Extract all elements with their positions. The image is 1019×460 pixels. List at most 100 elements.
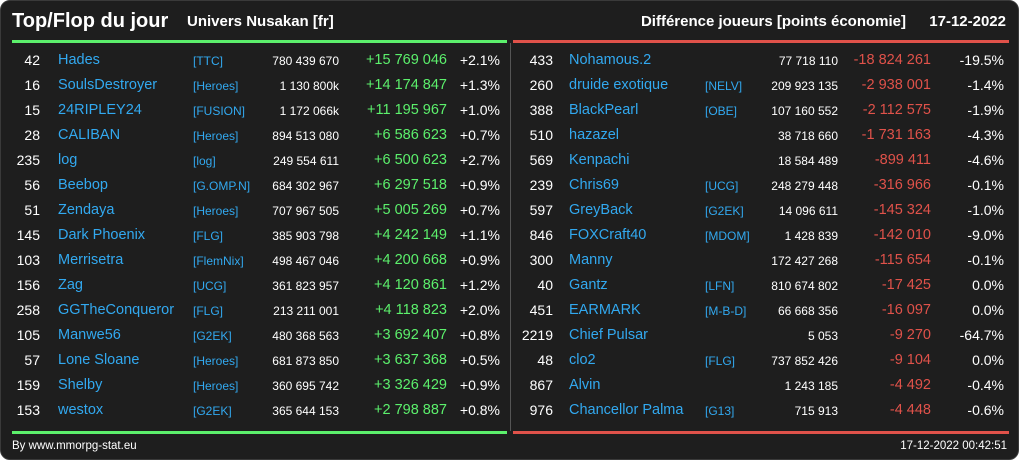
header-date: 17-12-2022 — [929, 13, 1006, 30]
player-percent-change: -19.5% — [959, 52, 1004, 68]
player-points: 66 668 356 — [777, 304, 838, 318]
player-percent-change: +0.7% — [459, 127, 500, 143]
player-name-link[interactable]: log — [58, 152, 78, 168]
player-alliance-link[interactable]: [FUSION] — [193, 104, 246, 118]
player-rank: 300 — [529, 252, 553, 268]
player-row: 42 Hades [TTC] 780 439 670 +15 769 046 +2.1% — [1, 49, 509, 74]
player-name-link[interactable]: Lone Sloane — [58, 352, 140, 368]
player-name-link[interactable]: Merrisetra — [58, 252, 124, 268]
player-row: 48 clo2 [FLG] 737 852 426 -9 104 0.0% — [512, 349, 1018, 374]
player-row: 867 Alvin 1 243 185 -4 492 -0.4% — [512, 374, 1018, 399]
player-name-link[interactable]: FOXCraft40 — [569, 227, 647, 243]
player-name-link[interactable]: 24RIPLEY24 — [58, 102, 142, 118]
player-alliance-link[interactable]: [UCG] — [705, 179, 739, 193]
player-alliance-link[interactable]: [Heroes] — [193, 354, 239, 368]
player-points: 172 427 268 — [771, 254, 838, 268]
player-name-link[interactable]: EARMARK — [569, 302, 641, 318]
player-name-link[interactable]: Zendaya — [58, 202, 115, 218]
player-alliance-link[interactable]: [M-B-D] — [705, 304, 747, 318]
player-percent-change: +0.5% — [459, 352, 500, 368]
player-points: 209 923 135 — [771, 79, 838, 93]
player-alliance-link[interactable]: [Heroes] — [193, 129, 239, 143]
player-points: 385 903 798 — [272, 229, 339, 243]
player-name-link[interactable]: Nohamous.2 — [569, 52, 652, 68]
player-name-link[interactable]: Kenpachi — [569, 152, 630, 168]
player-name-link[interactable]: Zag — [58, 277, 83, 293]
player-point-difference: -145 324 — [873, 202, 931, 218]
flop-players-list: 433 Nohamous.2 77 718 110 -18 824 261 -19.5%… — [512, 49, 1018, 424]
player-rank: 976 — [529, 402, 553, 418]
player-points: 480 368 563 — [272, 329, 339, 343]
player-point-difference: -899 411 — [874, 152, 931, 168]
player-row: 103 Merrisetra [FlemNix] 498 467 046 +4 200 … — [1, 249, 509, 274]
player-alliance-link[interactable]: [FLG] — [193, 229, 224, 243]
player-percent-change: -4.6% — [967, 152, 1004, 168]
player-row: 159 Shelby [Heroes] 360 695 742 +3 326 429 +0… — [1, 374, 509, 399]
player-alliance-link[interactable]: [LFN] — [705, 279, 735, 293]
player-alliance-link[interactable]: [log] — [193, 154, 216, 168]
player-points: 810 674 802 — [771, 279, 838, 293]
player-name-link[interactable]: Chris69 — [569, 177, 619, 193]
player-percent-change: +2.7% — [459, 152, 500, 168]
player-name-link[interactable]: Hades — [58, 52, 100, 68]
player-percent-change: 0.0% — [972, 277, 1004, 293]
player-name-link[interactable]: Alvin — [569, 377, 601, 393]
player-point-difference: -1 731 163 — [861, 127, 931, 143]
player-alliance-link[interactable]: [Heroes] — [193, 79, 239, 93]
player-name-link[interactable]: CALIBAN — [58, 127, 121, 143]
player-alliance-link[interactable]: [G2EK] — [705, 204, 744, 218]
player-alliance-link[interactable]: [OBE] — [705, 104, 738, 118]
player-alliance-link[interactable]: [UCG] — [193, 279, 227, 293]
player-percent-change: -1.0% — [967, 202, 1004, 218]
player-name-link[interactable]: Manwe56 — [58, 327, 121, 343]
player-alliance-link[interactable]: [G13] — [705, 404, 735, 418]
player-name-link[interactable]: Gantz — [569, 277, 608, 293]
player-rank: 235 — [16, 152, 40, 168]
player-name-link[interactable]: GreyBack — [569, 202, 633, 218]
player-points: 1 130 800k — [279, 79, 339, 93]
player-alliance-link[interactable]: [FLG] — [193, 304, 224, 318]
player-rank: 510 — [529, 127, 553, 143]
player-name-link[interactable]: druide exotique — [569, 77, 669, 93]
player-alliance-link[interactable]: [Heroes] — [193, 379, 239, 393]
player-name-link[interactable]: Manny — [569, 252, 613, 268]
player-name-link[interactable]: hazazel — [569, 127, 619, 143]
player-points: 77 718 110 — [778, 54, 838, 68]
player-points: 14 096 611 — [778, 204, 838, 218]
player-alliance-link[interactable]: [G2EK] — [193, 329, 232, 343]
player-row: 300 Manny 172 427 268 -115 654 -0.1% — [512, 249, 1018, 274]
player-name-link[interactable]: SoulsDestroyer — [58, 77, 158, 93]
player-name-link[interactable]: Dark Phoenix — [58, 227, 146, 243]
player-name-link[interactable]: GGTheConqueror — [58, 302, 175, 318]
player-points: 780 439 670 — [272, 54, 339, 68]
player-row: 846 FOXCraft40 [MDOM] 1 428 839 -142 010 -9.0… — [512, 224, 1018, 249]
card-header: Top/Flop du jour Univers Nusakan [fr] Di… — [1, 1, 1018, 41]
player-percent-change: -0.4% — [967, 377, 1004, 393]
player-name-link[interactable]: westox — [58, 402, 104, 418]
player-alliance-link[interactable]: [FLG] — [705, 354, 736, 368]
player-points: 248 279 448 — [771, 179, 838, 193]
player-rank: 145 — [16, 227, 40, 243]
player-alliance-link[interactable]: [MDOM] — [705, 229, 750, 243]
column-divider — [510, 43, 511, 431]
player-alliance-link[interactable]: [TTC] — [193, 54, 223, 68]
player-percent-change: -9.0% — [967, 227, 1004, 243]
player-row: 451 EARMARK [M-B-D] 66 668 356 -16 097 0.0% — [512, 299, 1018, 324]
footer-source: By www.mmorpg-stat.eu — [12, 440, 137, 452]
player-row: 16 SoulsDestroyer [Heroes] 1 130 800k +14 17… — [1, 74, 509, 99]
player-alliance-link[interactable]: [FlemNix] — [193, 254, 244, 268]
player-alliance-link[interactable]: [NELV] — [705, 79, 743, 93]
player-rank: 156 — [16, 277, 40, 293]
player-percent-change: +0.8% — [459, 402, 500, 418]
player-name-link[interactable]: clo2 — [569, 352, 596, 368]
player-alliance-link[interactable]: [Heroes] — [193, 204, 239, 218]
player-percent-change: +0.7% — [459, 202, 500, 218]
player-name-link[interactable]: Chancellor Palma — [569, 402, 684, 418]
player-name-link[interactable]: BlackPearl — [569, 102, 639, 118]
player-alliance-link[interactable]: [G.OMP.N] — [193, 179, 251, 193]
player-alliance-link[interactable]: [G2EK] — [193, 404, 232, 418]
player-name-link[interactable]: Shelby — [58, 377, 103, 393]
player-points: 684 302 967 — [272, 179, 339, 193]
player-name-link[interactable]: Chief Pulsar — [569, 327, 648, 343]
player-name-link[interactable]: Beebop — [58, 177, 108, 193]
